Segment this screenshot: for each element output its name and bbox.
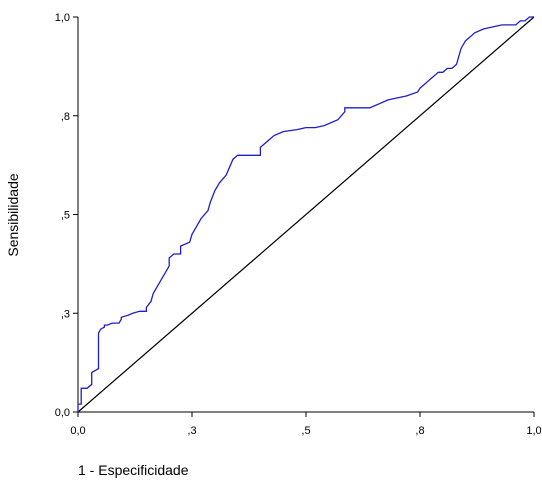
x-axis-ticks: 0,0 ,3 ,5 ,8 1,0 <box>70 412 542 437</box>
x-tick-label: 0,0 <box>70 425 85 437</box>
plot-area: 0,0 ,3 ,5 ,8 1,0 0,0 ,3 ,5 ,8 1,0 <box>55 12 542 437</box>
x-tick-label: 1,0 <box>526 425 541 437</box>
y-axis-ticks: 0,0 ,3 ,5 ,8 1,0 <box>55 12 78 419</box>
x-axis-title: 1 - Especificidade <box>78 462 189 478</box>
y-tick-label: ,5 <box>61 210 70 222</box>
x-tick-label: ,3 <box>187 425 196 437</box>
y-axis-title: Sensibilidade <box>5 173 21 256</box>
roc-curve-line <box>77 16 534 412</box>
y-tick-label: ,8 <box>61 111 70 123</box>
y-tick-label: ,3 <box>61 308 70 320</box>
reference-diagonal-line <box>77 16 535 413</box>
x-tick-label: ,5 <box>301 425 310 437</box>
y-tick-label: 1,0 <box>55 12 70 24</box>
y-tick-label: 0,0 <box>55 407 70 419</box>
x-tick-label: ,8 <box>415 425 424 437</box>
